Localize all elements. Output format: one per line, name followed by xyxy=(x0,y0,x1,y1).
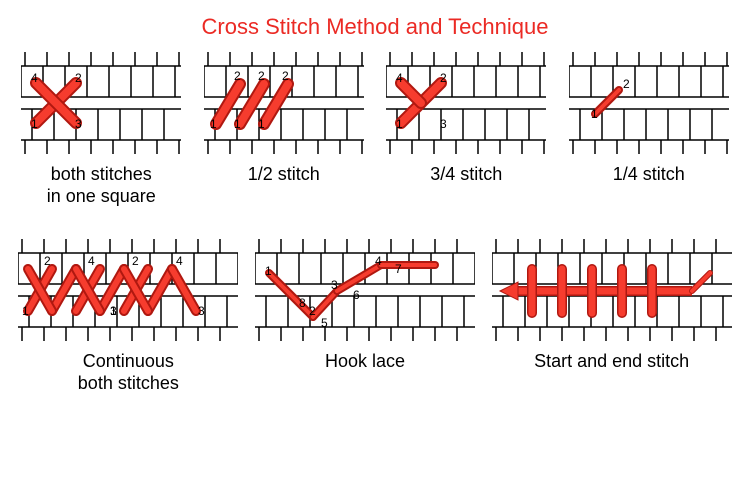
svg-text:2: 2 xyxy=(623,77,630,91)
diagram-quarter: 21 xyxy=(569,48,729,158)
cell-both-stitches: 4 2 1 3 both stitchesin one square xyxy=(21,48,181,207)
diagram-start-end xyxy=(492,235,732,345)
diagram-half-stitch: 2 2 2 1 1 1 xyxy=(204,48,364,158)
svg-text:7: 7 xyxy=(395,262,402,276)
svg-text:3: 3 xyxy=(75,117,82,131)
svg-text:4: 4 xyxy=(31,71,38,85)
svg-text:2: 2 xyxy=(309,304,316,318)
svg-text:1: 1 xyxy=(258,117,265,131)
svg-text:3: 3 xyxy=(331,278,338,292)
svg-text:8: 8 xyxy=(299,296,306,310)
svg-text:1: 1 xyxy=(234,117,241,131)
svg-text:5: 5 xyxy=(321,316,328,330)
cell-half-stitch: 2 2 2 1 1 1 1/2 stitch xyxy=(204,48,364,207)
svg-text:2: 2 xyxy=(132,254,139,268)
caption-continuous: Continuousboth stitches xyxy=(78,351,179,394)
caption-half-stitch: 1/2 stitch xyxy=(248,164,320,186)
svg-text:6: 6 xyxy=(353,288,360,302)
svg-text:4: 4 xyxy=(176,254,183,268)
svg-text:4: 4 xyxy=(396,71,403,85)
svg-text:4: 4 xyxy=(88,254,95,268)
svg-text:1: 1 xyxy=(22,304,29,318)
svg-text:3: 3 xyxy=(440,117,447,131)
caption-start-end: Start and end stitch xyxy=(534,351,689,373)
svg-text:1: 1 xyxy=(265,264,272,278)
svg-text:1: 1 xyxy=(591,107,598,121)
row-2: 2 4 2 4 1 3 1 3 Continuousboth stitches 1 2 3 4 5 6 7… xyxy=(0,235,750,394)
svg-text:2: 2 xyxy=(234,69,241,83)
svg-text:2: 2 xyxy=(44,254,51,268)
diagram-both-stitches: 4 2 1 3 xyxy=(21,48,181,158)
svg-text:2: 2 xyxy=(440,71,447,85)
diagram-continuous: 24241313 xyxy=(18,235,238,345)
svg-text:1: 1 xyxy=(110,304,117,318)
cell-continuous: 24241313 Continuousboth stitches xyxy=(18,235,238,394)
svg-text:2: 2 xyxy=(75,71,82,85)
caption-hook-lace: Hook lace xyxy=(325,351,405,373)
cell-quarter: 21 1/4 stitch xyxy=(569,48,729,207)
diagram-hook-lace: 1 2 3 4 5 6 7 8 xyxy=(255,235,475,345)
svg-text:1: 1 xyxy=(396,117,403,131)
row-1: 4213 both stitchesin one square 222111 1… xyxy=(0,48,750,207)
svg-text:4: 4 xyxy=(375,254,382,268)
svg-text:1: 1 xyxy=(31,117,38,131)
svg-text:1: 1 xyxy=(210,117,217,131)
diagram-three-quarter: 4 2 1 3 xyxy=(386,48,546,158)
caption-quarter: 1/4 stitch xyxy=(613,164,685,186)
cell-start-end: Start and end stitch xyxy=(492,235,732,394)
caption-three-quarter: 3/4 stitch xyxy=(430,164,502,186)
cell-three-quarter: 4 2 1 3 3/4 stitch xyxy=(386,48,546,207)
page-title: Cross Stitch Method and Technique xyxy=(0,0,750,48)
svg-text:3: 3 xyxy=(198,304,205,318)
svg-text:2: 2 xyxy=(258,69,265,83)
caption-both-stitches: both stitchesin one square xyxy=(47,164,156,207)
svg-text:2: 2 xyxy=(282,69,289,83)
cell-hook-lace: 1 2 3 4 5 6 7 8 Hook lace xyxy=(255,235,475,394)
